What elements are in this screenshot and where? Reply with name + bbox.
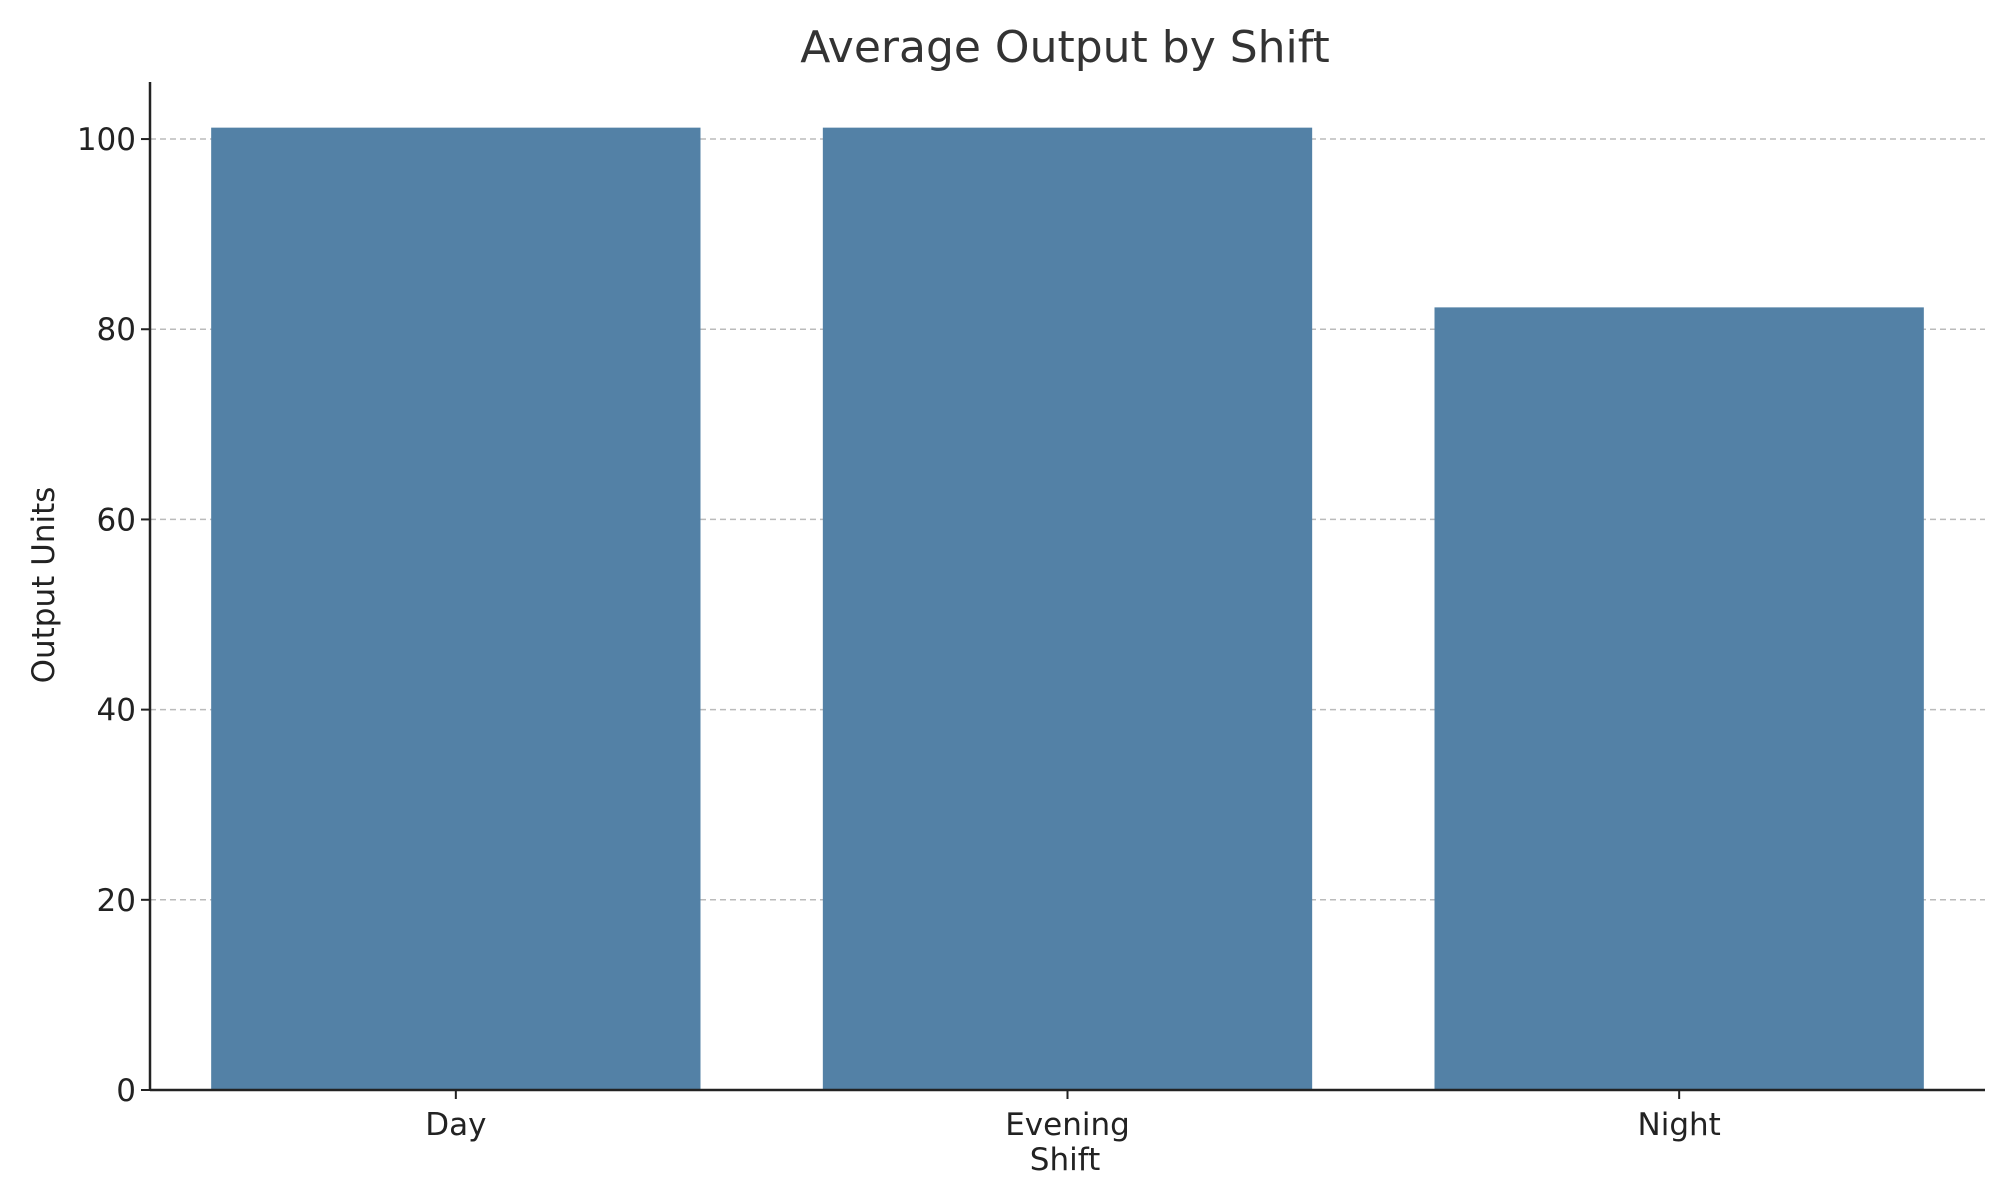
y-tick-label: 40	[97, 693, 136, 729]
y-tick-label: 80	[97, 312, 136, 348]
bar-night	[1434, 307, 1924, 1090]
y-axis-label: Output Units	[26, 487, 62, 684]
x-tick-label-night: Night	[1638, 1107, 1721, 1143]
y-tick-label: 20	[97, 883, 136, 919]
bars	[211, 127, 1924, 1091]
y-tick-label: 0	[116, 1073, 136, 1109]
x-axis-label: Shift	[1030, 1142, 1100, 1178]
y-tick-label: 60	[97, 502, 136, 538]
x-axis: Day Evening Night	[150, 1088, 1985, 1143]
bar-day	[211, 127, 701, 1091]
bar-evening	[822, 127, 1313, 1091]
y-axis: 0 20 40 60 80 100	[77, 82, 152, 1109]
x-tick-label-evening: Evening	[1005, 1107, 1130, 1143]
chart-title: Average Output by Shift	[800, 22, 1329, 73]
x-tick-label-day: Day	[425, 1107, 486, 1143]
y-tick-label: 100	[77, 122, 136, 158]
